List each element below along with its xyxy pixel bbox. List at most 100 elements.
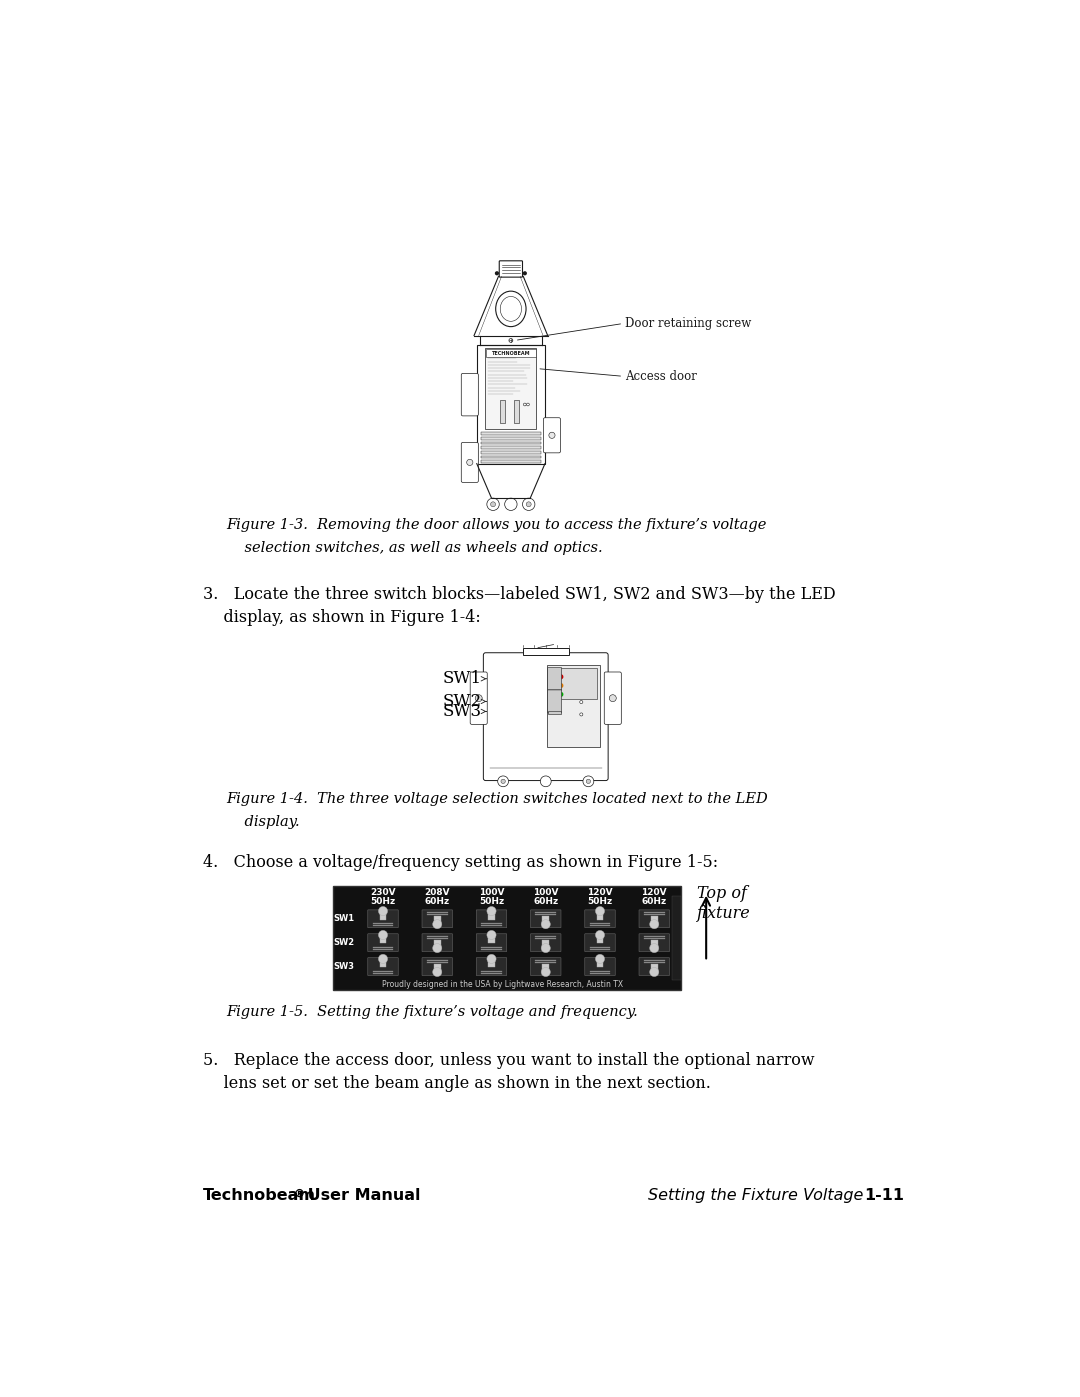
Text: 208V: 208V [424, 887, 450, 897]
Bar [434, 964, 441, 971]
FancyBboxPatch shape [368, 958, 399, 975]
Circle shape [650, 968, 659, 977]
Text: display.: display. [227, 816, 300, 830]
Circle shape [583, 775, 594, 787]
Bar [380, 936, 387, 943]
Text: 1-11: 1-11 [864, 1187, 904, 1203]
Bar [481, 447, 541, 448]
FancyBboxPatch shape [368, 933, 399, 951]
FancyBboxPatch shape [530, 909, 561, 928]
Text: Door retaining screw: Door retaining screw [625, 317, 751, 330]
Text: 4.   Choose a voltage/frequency setting as shown in Figure 1-5:: 4. Choose a voltage/frequency setting as… [203, 854, 718, 870]
Bar [486, 349, 536, 358]
Text: SW3: SW3 [334, 963, 354, 971]
Circle shape [433, 919, 442, 929]
Text: SW1: SW1 [334, 914, 355, 923]
Circle shape [526, 502, 531, 507]
Circle shape [523, 499, 535, 510]
FancyBboxPatch shape [499, 261, 523, 277]
Circle shape [433, 968, 442, 977]
Bar [542, 915, 549, 923]
Text: Figure 1-3.  Removing the door allows you to access the fixture’s voltage: Figure 1-3. Removing the door allows you… [227, 518, 767, 532]
Circle shape [501, 780, 505, 784]
FancyBboxPatch shape [605, 672, 621, 725]
Text: Top of
fixture: Top of fixture [697, 886, 751, 922]
Bar [514, 401, 518, 423]
Ellipse shape [496, 291, 526, 327]
Bar [597, 960, 604, 967]
Circle shape [541, 943, 551, 953]
Text: Access door: Access door [625, 370, 697, 383]
Circle shape [540, 775, 551, 787]
Text: 230V: 230V [370, 887, 395, 897]
Circle shape [524, 404, 526, 407]
Text: 60Hz: 60Hz [642, 897, 666, 905]
Bar [542, 940, 549, 947]
FancyBboxPatch shape [461, 443, 478, 482]
FancyBboxPatch shape [476, 958, 507, 975]
Circle shape [524, 272, 526, 275]
Circle shape [580, 700, 583, 704]
Bar [597, 936, 604, 943]
Circle shape [558, 675, 563, 679]
FancyBboxPatch shape [484, 652, 608, 781]
Bar [380, 960, 387, 967]
Bar [434, 915, 441, 923]
Circle shape [541, 968, 551, 977]
Text: 120V: 120V [642, 887, 667, 897]
Circle shape [549, 432, 555, 439]
FancyBboxPatch shape [639, 958, 670, 975]
FancyBboxPatch shape [461, 373, 478, 416]
Text: Technobeam: Technobeam [203, 1187, 316, 1203]
Text: Proudly designed in the USA by Lightwave Research, Austin TX: Proudly designed in the USA by Lightwave… [382, 979, 623, 989]
Bar [597, 912, 604, 919]
Bar [481, 451, 541, 454]
Text: Setting the Fixture Voltage: Setting the Fixture Voltage [648, 1187, 864, 1203]
Circle shape [498, 775, 509, 787]
Text: 3.   Locate the three switch blocks—labeled SW1, SW2 and SW3—by the LED: 3. Locate the three switch blocks—labele… [203, 585, 836, 602]
Circle shape [527, 404, 529, 407]
Text: selection switches, as well as wheels and optics.: selection switches, as well as wheels an… [227, 541, 603, 555]
Circle shape [467, 460, 473, 465]
FancyBboxPatch shape [584, 933, 616, 951]
Bar [481, 441, 541, 444]
FancyBboxPatch shape [530, 933, 561, 951]
Text: 5.   Replace the access door, unless you want to install the optional narrow: 5. Replace the access door, unless you w… [203, 1052, 814, 1069]
Ellipse shape [500, 296, 522, 321]
FancyBboxPatch shape [476, 909, 507, 928]
Circle shape [490, 502, 496, 507]
FancyBboxPatch shape [530, 958, 561, 975]
FancyBboxPatch shape [584, 958, 616, 975]
Text: SW2: SW2 [334, 939, 355, 947]
Circle shape [595, 930, 605, 940]
Circle shape [609, 694, 617, 701]
Circle shape [509, 338, 513, 342]
Bar [485, 348, 537, 429]
Text: 60Hz: 60Hz [424, 897, 449, 905]
Bar [488, 936, 495, 943]
Bar [500, 401, 504, 423]
Bar [651, 964, 658, 971]
Circle shape [378, 930, 388, 940]
FancyBboxPatch shape [422, 909, 453, 928]
FancyBboxPatch shape [548, 668, 562, 690]
Circle shape [580, 712, 583, 717]
Bar [434, 940, 441, 947]
Circle shape [487, 954, 496, 964]
Circle shape [487, 907, 496, 915]
Circle shape [650, 943, 659, 953]
FancyBboxPatch shape [548, 690, 562, 712]
Text: 100V: 100V [534, 887, 558, 897]
Text: 50Hz: 50Hz [478, 897, 504, 905]
Bar [380, 912, 387, 919]
Circle shape [487, 930, 496, 940]
Circle shape [433, 943, 442, 953]
Bar [523, 648, 569, 655]
Circle shape [378, 954, 388, 964]
Text: 120V: 120V [588, 887, 612, 897]
Text: SW1: SW1 [443, 671, 482, 687]
FancyBboxPatch shape [470, 672, 487, 725]
Bar [476, 345, 545, 464]
Text: Figure 1-5.  Setting the fixture’s voltage and frequency.: Figure 1-5. Setting the fixture’s voltag… [227, 1006, 638, 1020]
Bar [481, 437, 541, 440]
